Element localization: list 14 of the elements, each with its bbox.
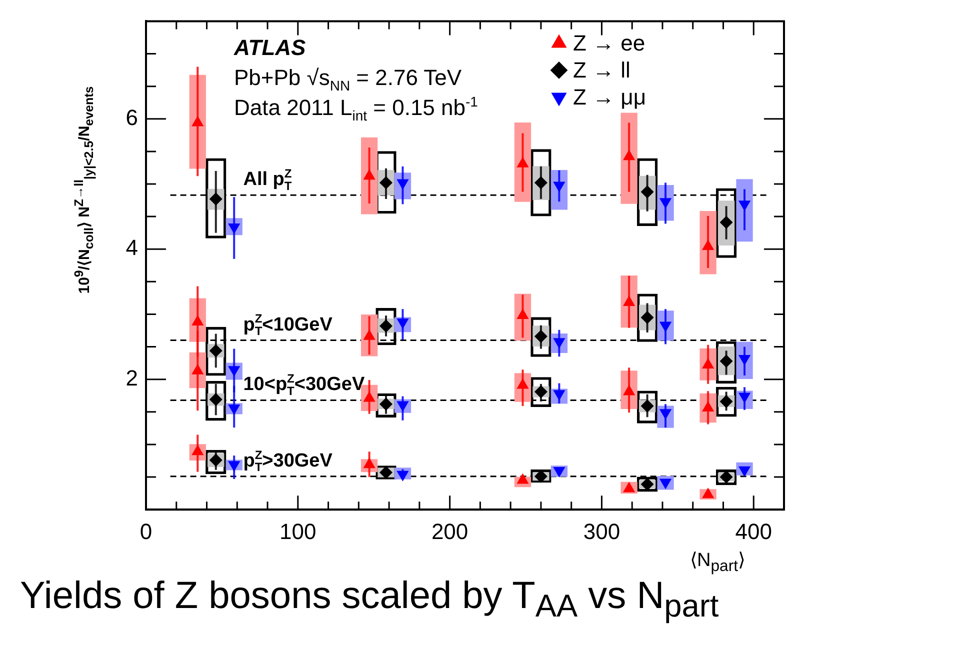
legend-label: Z → ll [573,57,630,82]
x-axis-title: ⟨N$_{part}$⟩ [690,549,746,576]
y-tick-label: 6 [126,104,138,130]
y-tick-label: 4 [126,235,138,260]
x-tick-label: 400 [735,518,772,544]
text: Yields of Z bosons scaled by T$_{AA}$ vs N$_{part}$ [20,575,719,625]
x-tick-label: 200 [431,518,468,544]
x-tick-label: 100 [280,518,316,544]
x-tick-label: 300 [583,518,620,544]
legend-label: Z → μμ [573,84,646,110]
legend-label: Z → ee [573,30,646,56]
annotation: ATLAS [233,35,306,60]
y-tick-label: 2 [126,365,138,390]
x-tick-label: 0 [140,518,152,544]
